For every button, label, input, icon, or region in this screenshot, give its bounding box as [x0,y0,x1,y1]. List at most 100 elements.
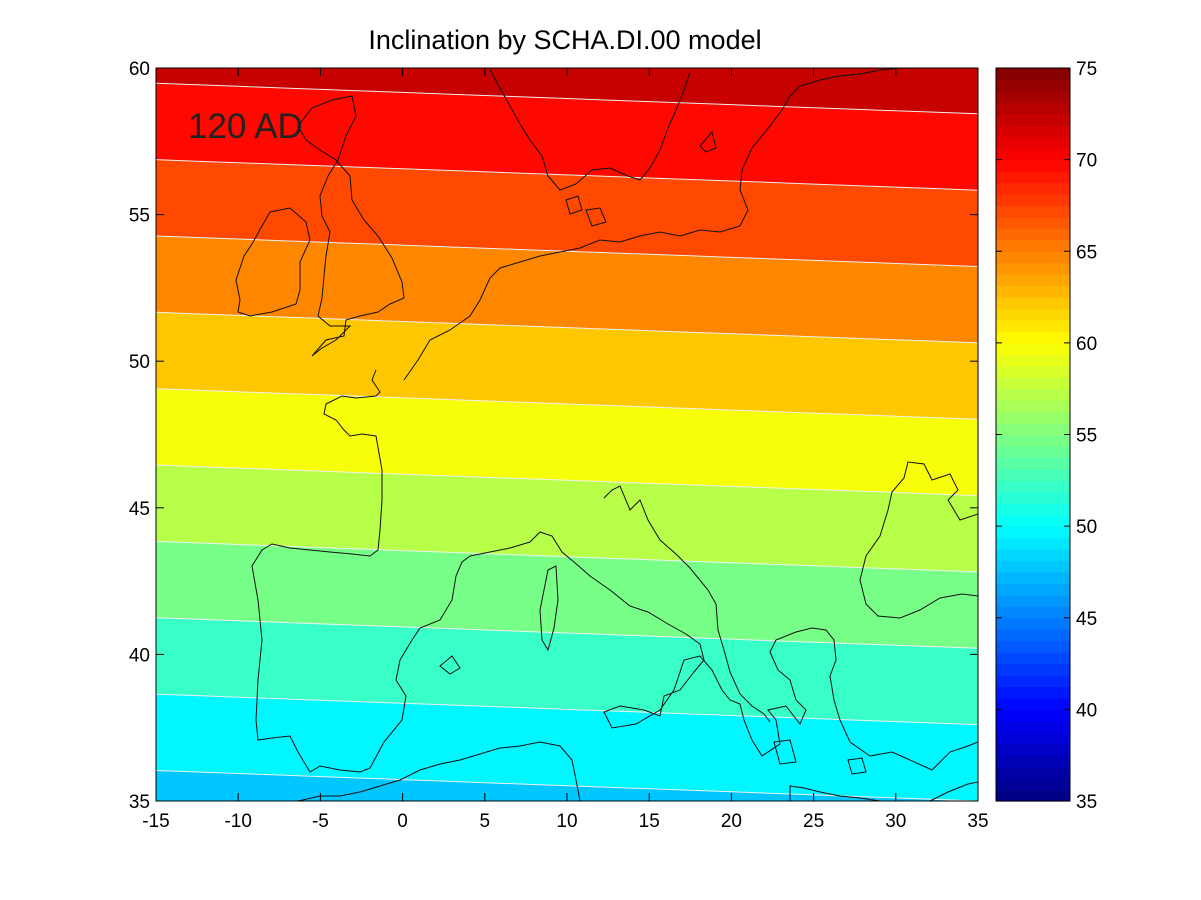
x-tick-label: 35 [967,811,988,832]
colorbar-step [996,297,1070,310]
colorbar-step [996,480,1070,493]
colorbar-step [996,400,1070,413]
colorbar-step [996,675,1070,688]
colorbar-step [996,68,1070,81]
colorbar-scale [996,68,1070,802]
contour-band [156,617,978,725]
contour-line [156,159,978,191]
colorbar-tick-label: 60 [1076,334,1097,355]
colorbar-step [996,365,1070,378]
colorbar-step [996,468,1070,481]
contour-line [156,464,978,497]
colorbar-step [996,388,1070,401]
colorbar-step [996,491,1070,504]
x-axis: -15 -10 -5 0 5 10 15 20 25 30 35 [142,68,989,832]
colorbar-tick-label: 35 [1076,792,1097,813]
contour-line [156,235,978,267]
x-tick-label: -5 [312,811,329,832]
colorbar-step [996,308,1070,321]
colorbar-step [996,228,1070,241]
contour-band [156,694,978,801]
colorbar-step [996,606,1070,619]
x-tick-label: 25 [803,811,824,832]
colorbar-step [996,274,1070,287]
coastline-iberia [251,369,471,773]
coastline-balkans [859,461,978,619]
colorbar-step [996,697,1070,710]
y-tick-label: 50 [129,352,150,373]
colorbar-step [996,652,1070,665]
coastline-france-italy [469,531,978,771]
colorbar-step [996,503,1070,516]
colorbar-step [996,457,1070,470]
inclination-field [156,68,978,801]
y-tick-label: 45 [129,499,150,520]
colorbar-step [996,411,1070,424]
y-tick-label: 40 [129,645,150,666]
colorbar-step [996,514,1070,527]
colorbar-step [996,583,1070,596]
colorbar-step [996,262,1070,275]
colorbar-step [996,560,1070,573]
contour-band [156,541,978,649]
contour-band [156,159,978,267]
colorbar-tick-label: 55 [1076,426,1097,447]
chart-title: Inclination by SCHA.DI.00 model [368,25,761,55]
colorbar-step [996,640,1070,653]
colorbar-step [996,148,1070,161]
coastline-mediterranean-islands [439,565,867,775]
coastline-great-britain [297,95,405,357]
coastline-british-isles [235,207,311,317]
colorbar-step [996,319,1070,333]
contour-line [156,311,978,344]
colorbar-step [996,125,1070,138]
colorbar-step [996,193,1070,207]
x-tick-label: -10 [224,811,251,832]
colorbar-step [996,216,1070,229]
colorbar-step [996,766,1070,779]
colorbar-step [996,136,1070,149]
contour-band [156,83,978,191]
coastline-north-sea [403,68,901,381]
coastline-africa [297,741,978,801]
contour-band [156,465,978,572]
colorbar-step [996,342,1070,355]
colorbar-step [996,549,1070,562]
colorbar-step [996,445,1070,458]
colorbar-step [996,732,1070,745]
epoch-annotation: 120 AD [188,107,303,146]
colorbar-step [996,434,1070,447]
contour-line [156,388,978,420]
colorbar-step [996,743,1070,756]
colorbar-step [996,423,1070,436]
colorbar-ticks: 35 40 45 50 55 60 65 70 75 [996,59,1097,813]
contour-line [156,693,978,726]
x-tick-label: 5 [480,811,491,832]
plot-area: 120 AD -15 -10 -5 0 5 10 15 20 25 30 35 35 40 45 50 55… [129,59,989,832]
y-axis: 35 40 45 50 55 60 [129,59,978,813]
colorbar-step [996,251,1070,264]
coastlines [235,68,978,801]
colorbar-step [996,778,1070,791]
colorbar-step [996,755,1070,768]
colorbar-step [996,79,1070,92]
colorbar-step [996,239,1070,252]
colorbar-step [996,526,1070,539]
colorbar-step [996,159,1070,172]
colorbar-step [996,686,1070,699]
colorbar-step [996,377,1070,390]
x-tick-label: 10 [556,811,577,832]
colorbar-step [996,594,1070,607]
y-tick-label: 55 [129,206,150,227]
contour-band [156,68,978,114]
x-tick-label: 0 [397,811,408,832]
colorbar-step [996,709,1070,722]
colorbar-step [996,205,1070,218]
contour-line [156,617,978,649]
colorbar-tick-label: 70 [1076,151,1097,172]
colorbar-tick-label: 40 [1076,700,1097,721]
colorbar-step [996,285,1070,298]
colorbar-step [996,354,1070,367]
contour-band [156,388,978,496]
x-tick-label: 20 [721,811,742,832]
